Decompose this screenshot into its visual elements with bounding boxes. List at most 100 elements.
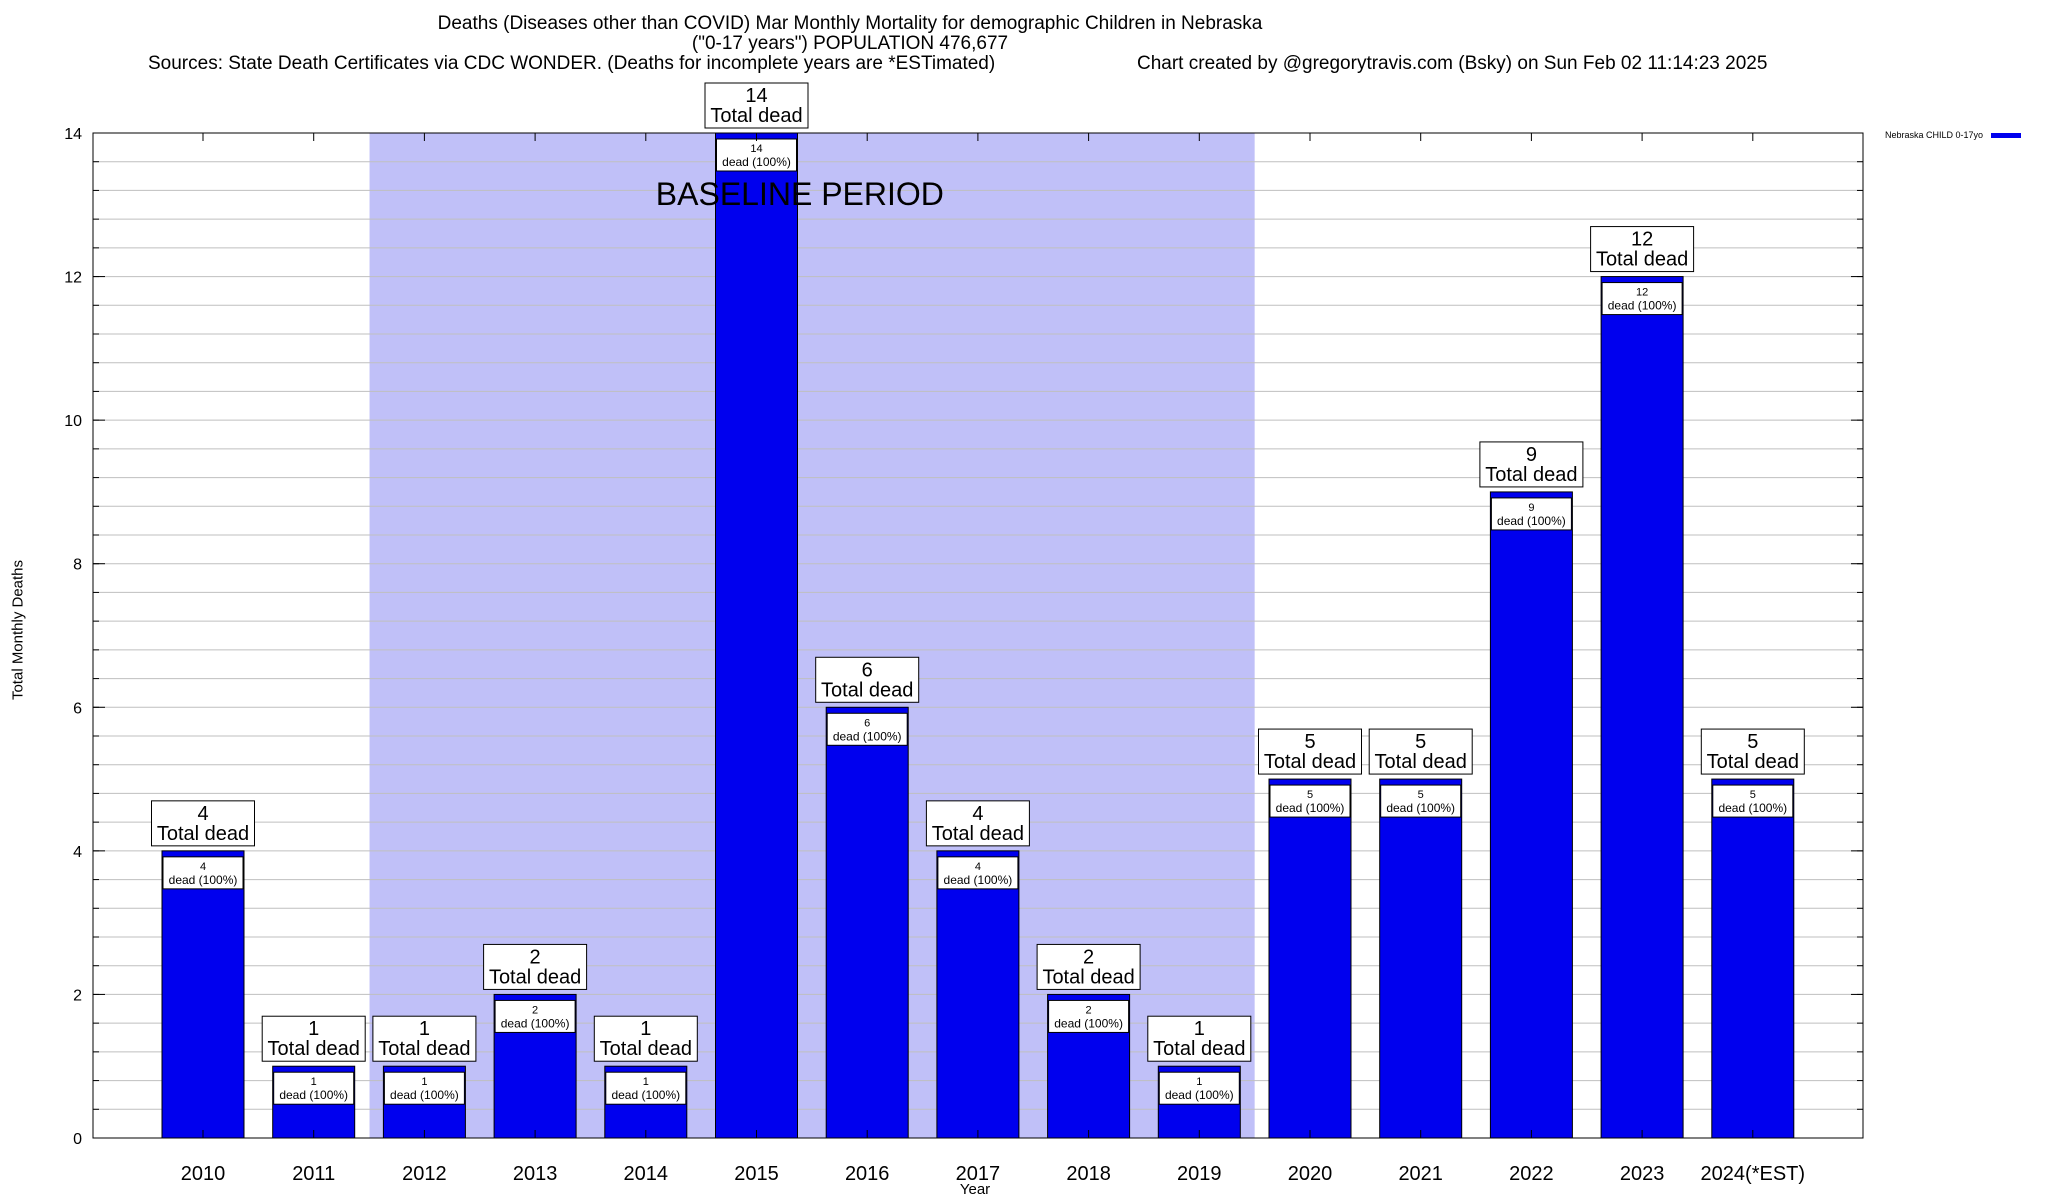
inner-label-text: dead (100%) <box>390 1088 459 1102</box>
inner-label-box <box>1380 784 1462 818</box>
inner-label-box <box>494 999 576 1033</box>
total-label-box <box>372 1015 477 1062</box>
inner-label-count: 6 <box>864 717 870 729</box>
y-tick-label: 8 <box>73 557 82 574</box>
inner-label-text: dead (100%) <box>722 155 791 169</box>
inner-label-text: dead (100%) <box>169 873 238 887</box>
total-label-count: 12 <box>1631 229 1653 251</box>
total-label-text: Total dead <box>1375 751 1467 773</box>
total-label-box <box>1590 226 1695 273</box>
x-tick-label: 2011 <box>292 1163 335 1185</box>
x-tick-label: 2024(*EST) <box>1701 1163 1806 1185</box>
total-label-text: Total dead <box>268 1038 360 1060</box>
inner-label-count: 1 <box>421 1076 427 1088</box>
total-label-text: Total dead <box>489 966 581 988</box>
inner-label-text: dead (100%) <box>1386 801 1455 815</box>
total-label-text: Total dead <box>1042 966 1134 988</box>
total-label-text: Total dead <box>821 679 913 701</box>
bar <box>1711 778 1795 1139</box>
inner-label-box <box>826 712 908 746</box>
inner-label-box <box>937 856 1019 890</box>
y-tick-label: 6 <box>73 700 82 717</box>
total-label-box <box>925 800 1030 847</box>
inner-label-count: 2 <box>1086 1004 1092 1016</box>
total-label-count: 1 <box>1194 1018 1205 1040</box>
y-tick-label: 4 <box>73 844 82 861</box>
inner-label-count: 9 <box>1528 502 1534 514</box>
inner-label-text: dead (100%) <box>279 1088 348 1102</box>
inner-label-text: dead (100%) <box>1718 801 1787 815</box>
total-label-text: Total dead <box>1707 751 1799 773</box>
inner-label-count: 5 <box>1750 789 1756 801</box>
total-label-box <box>1258 728 1362 775</box>
y-tick-label: 12 <box>64 270 82 287</box>
total-label-box <box>1147 1015 1252 1062</box>
inner-label-box <box>1712 784 1794 818</box>
inner-label-count: 5 <box>1418 789 1424 801</box>
x-tick-label: 2018 <box>1066 1163 1111 1185</box>
total-label-text: Total dead <box>1264 751 1356 773</box>
inner-label-count: 4 <box>200 861 206 873</box>
x-axis-label: Year <box>959 1181 991 1198</box>
inner-label-box <box>605 1071 687 1105</box>
inner-label-text: dead (100%) <box>833 729 902 743</box>
bar <box>1268 778 1352 1139</box>
total-label-box <box>1700 728 1805 775</box>
total-label-text: Total dead <box>378 1038 470 1060</box>
inner-label-box <box>1158 1071 1240 1105</box>
x-tick-label: 2014 <box>624 1163 669 1185</box>
total-label-count: 14 <box>745 85 767 107</box>
inner-label-text: dead (100%) <box>1276 801 1345 815</box>
x-tick-label: 2015 <box>734 1163 779 1185</box>
legend-swatch <box>1991 132 2022 138</box>
total-label-text: Total dead <box>1485 464 1577 486</box>
total-label-count: 2 <box>530 946 541 968</box>
bar <box>1600 276 1684 1139</box>
bar <box>1489 491 1573 1139</box>
total-label-text: Total dead <box>157 823 249 845</box>
x-tick-label: 2020 <box>1288 1163 1333 1185</box>
x-tick-label: 2019 <box>1177 1163 1222 1185</box>
total-label-count: 4 <box>197 803 208 825</box>
total-label-text: Total dead <box>710 105 802 127</box>
inner-label-text: dead (100%) <box>501 1016 570 1030</box>
legend-label: Nebraska CHILD 0-17yo <box>1885 130 1984 140</box>
inner-label-text: dead (100%) <box>944 873 1013 887</box>
inner-label-text: dead (100%) <box>1608 299 1677 313</box>
total-label-count: 9 <box>1526 444 1537 466</box>
inner-label-count: 1 <box>311 1076 317 1088</box>
total-label-count: 5 <box>1747 731 1758 753</box>
bar <box>825 706 909 1139</box>
total-label-count: 6 <box>862 659 873 681</box>
total-label-count: 5 <box>1304 731 1315 753</box>
inner-label-count: 5 <box>1307 789 1313 801</box>
inner-label-box <box>1601 282 1683 316</box>
total-label-text: Total dead <box>1596 249 1688 271</box>
plot-border <box>92 132 1864 1139</box>
inner-label-count: 4 <box>975 861 981 873</box>
inner-label-text: dead (100%) <box>611 1088 680 1102</box>
y-tick-label: 10 <box>64 413 82 430</box>
inner-label-box <box>383 1071 465 1105</box>
total-label-box <box>704 82 809 129</box>
inner-label-count: 14 <box>750 143 762 155</box>
x-tick-label: 2016 <box>845 1163 890 1185</box>
y-tick-label: 0 <box>73 1131 82 1148</box>
total-label-text: Total dead <box>1153 1038 1245 1060</box>
total-label-count: 1 <box>640 1018 651 1040</box>
bar <box>161 850 245 1139</box>
baseline-label: BASELINE PERIOD <box>656 176 944 212</box>
total-label-text: Total dead <box>600 1038 692 1060</box>
x-tick-label: 2022 <box>1509 1163 1554 1185</box>
y-tick-label: 2 <box>73 987 82 1004</box>
total-label-count: 2 <box>1083 946 1094 968</box>
total-label-count: 4 <box>972 803 983 825</box>
total-label-count: 1 <box>419 1018 430 1040</box>
bar <box>936 850 1020 1139</box>
inner-label-box <box>1490 497 1572 531</box>
inner-label-box <box>162 856 244 890</box>
total-label-count: 5 <box>1415 731 1426 753</box>
inner-label-box <box>1048 999 1130 1033</box>
inner-label-text: dead (100%) <box>1054 1016 1123 1030</box>
